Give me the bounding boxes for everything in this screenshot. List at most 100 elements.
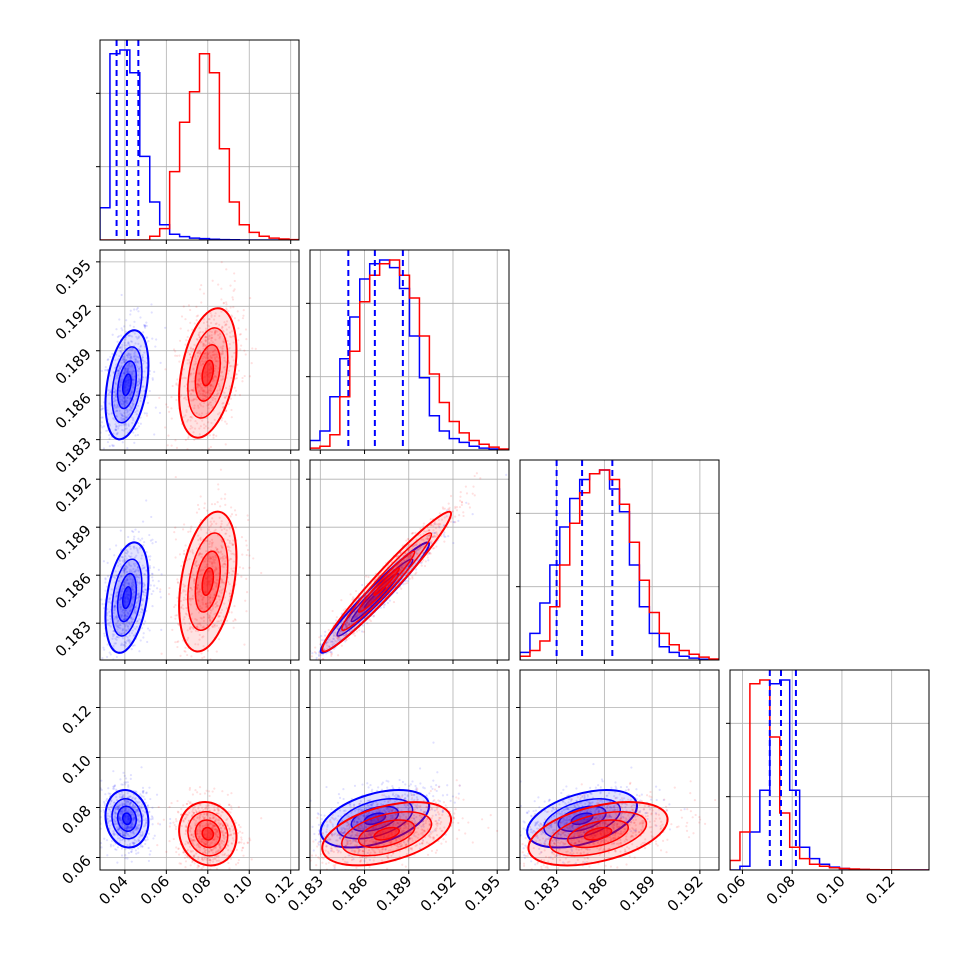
- scatter-point: [250, 362, 253, 365]
- scatter-point: [220, 591, 223, 595]
- scatter-point: [232, 289, 235, 293]
- scatter-point: [433, 521, 436, 524]
- scatter-point: [426, 537, 429, 540]
- scatter-point: [139, 344, 143, 347]
- scatter-point: [405, 561, 408, 564]
- scatter-point: [144, 591, 147, 594]
- scatter-point: [133, 351, 137, 354]
- scatter-point: [128, 641, 131, 645]
- scatter-point: [200, 415, 203, 418]
- scatter-point: [129, 365, 133, 368]
- scatter-point: [217, 382, 220, 386]
- scatter-point: [202, 292, 206, 295]
- scatter-point: [206, 605, 209, 608]
- scatter-point: [228, 342, 231, 346]
- scatter-point: [443, 507, 446, 510]
- scatter-point: [175, 446, 179, 449]
- scatter-point: [133, 352, 136, 355]
- scatter-point: [447, 535, 450, 538]
- scatter-point: [118, 598, 121, 602]
- scatter-point: [120, 633, 123, 636]
- scatter-point: [143, 573, 146, 576]
- scatter-point: [138, 618, 141, 621]
- scatter-point: [199, 425, 202, 428]
- scatter-point: [127, 380, 131, 384]
- scatter-point: [114, 642, 118, 645]
- scatter-point: [418, 547, 422, 550]
- scatter-point: [423, 564, 427, 568]
- scatter-point: [119, 346, 122, 349]
- scatter-point: [214, 338, 217, 341]
- scatter-point: [412, 558, 415, 561]
- scatter-point: [221, 326, 224, 329]
- scatter-point: [204, 566, 207, 569]
- scatter-point: [207, 598, 211, 601]
- scatter-point: [348, 623, 351, 626]
- scatter-point: [382, 606, 386, 609]
- scatter-point: [372, 598, 375, 601]
- scatter-point: [224, 323, 228, 326]
- contour-red-3: [201, 567, 215, 597]
- scatter-point: [221, 345, 224, 348]
- scatter-point: [198, 588, 202, 591]
- scatter-point: [369, 596, 372, 599]
- scatter-point: [114, 382, 118, 385]
- scatter-point: [232, 341, 235, 344]
- scatter-point: [188, 353, 192, 356]
- scatter-point: [129, 408, 132, 412]
- scatter-point: [199, 382, 202, 385]
- scatter-point: [121, 414, 124, 418]
- scatter-point: [141, 608, 144, 611]
- scatter-point: [210, 562, 214, 566]
- scatter-point: [326, 647, 329, 650]
- scatter-point: [132, 634, 135, 637]
- scatter-point: [168, 410, 171, 413]
- scatter-point: [135, 578, 138, 581]
- scatter-point: [207, 391, 210, 394]
- scatter-point: [201, 386, 204, 390]
- scatter-point: [128, 394, 132, 397]
- scatter-point: [218, 595, 221, 598]
- scatter-point: [346, 621, 349, 624]
- scatter-point: [221, 340, 225, 343]
- scatter-point: [196, 314, 200, 317]
- scatter-point: [422, 522, 426, 525]
- scatter-point: [406, 545, 409, 548]
- scatter-point: [133, 441, 136, 444]
- scatter-point: [200, 607, 203, 610]
- scatter-point: [189, 424, 192, 428]
- scatter-point: [209, 356, 212, 359]
- scatter-point: [330, 640, 334, 643]
- scatter-point: [134, 354, 137, 357]
- scatter-point: [221, 563, 225, 566]
- scatter-point: [217, 334, 220, 337]
- scatter-point: [134, 342, 137, 345]
- scatter-point: [415, 543, 418, 547]
- scatter-point: [126, 369, 129, 372]
- scatter-point: [335, 634, 338, 637]
- scatter-point: [114, 389, 117, 392]
- scatter-point: [126, 597, 130, 600]
- scatter-point: [185, 409, 188, 412]
- scatter-point: [209, 601, 212, 604]
- scatter-point: [116, 369, 120, 372]
- scatter-point: [115, 544, 118, 547]
- scatter-point: [127, 627, 130, 631]
- scatter-point: [142, 544, 145, 547]
- scatter-point: [419, 527, 422, 530]
- scatter-point: [407, 556, 410, 559]
- scatter-point: [184, 612, 187, 615]
- scatter-point: [115, 425, 118, 428]
- scatter-point: [199, 352, 202, 355]
- scatter-point: [119, 529, 122, 532]
- scatter-point: [228, 527, 231, 530]
- scatter-point: [232, 552, 235, 555]
- scatter-point: [321, 657, 324, 660]
- scatter-point: [210, 367, 214, 370]
- scatter-point: [223, 321, 226, 324]
- scatter-point: [215, 584, 218, 587]
- scatter-point: [186, 335, 189, 339]
- scatter-point: [141, 394, 144, 397]
- scatter-point: [225, 386, 228, 390]
